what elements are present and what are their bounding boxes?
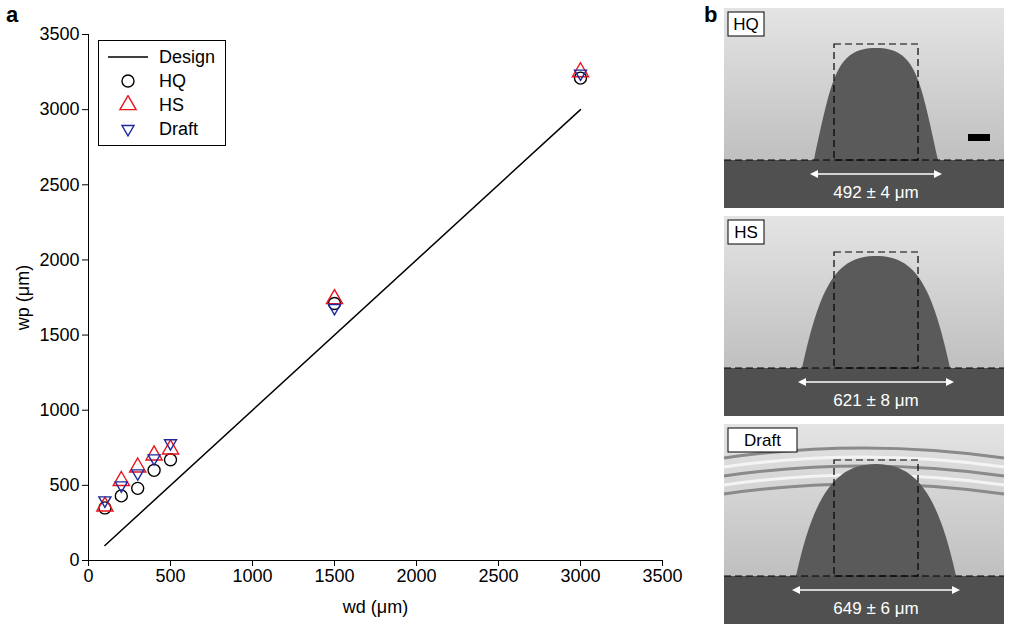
svg-text:0: 0 [83, 566, 93, 586]
svg-text:621 ± 8 μm: 621 ± 8 μm [833, 391, 918, 410]
svg-text:HQ: HQ [733, 15, 759, 34]
html-text:HS: HS [159, 94, 184, 115]
svg-text:500: 500 [155, 566, 185, 586]
svg-text:1000: 1000 [232, 566, 272, 586]
svg-text:3500: 3500 [642, 566, 682, 586]
html-text:Draft: Draft [159, 118, 198, 139]
svg-text:wp (μm): wp (μm) [13, 265, 33, 331]
svg-text:0: 0 [69, 550, 79, 570]
svg-text:2500: 2500 [478, 566, 518, 586]
svg-text:b: b [704, 2, 717, 27]
svg-text:3500: 3500 [39, 24, 79, 44]
svg-text:HS: HS [734, 223, 758, 242]
svg-text:3000: 3000 [560, 566, 600, 586]
svg-text:1000: 1000 [39, 400, 79, 420]
html-text:HQ: HQ [159, 70, 186, 91]
svg-text:492 ± 4 μm: 492 ± 4 μm [833, 183, 918, 202]
svg-text:2000: 2000 [396, 566, 436, 586]
html-text:Design: Design [159, 46, 215, 67]
svg-text:3000: 3000 [39, 99, 79, 119]
svg-text:wd (μm): wd (μm) [342, 597, 408, 617]
svg-text:649 ± 6 μm: 649 ± 6 μm [833, 599, 918, 618]
svg-text:Draft: Draft [744, 431, 781, 450]
svg-text:1500: 1500 [314, 566, 354, 586]
svg-text:2000: 2000 [39, 250, 79, 270]
html-text:a: a [6, 2, 19, 27]
svg-text:1500: 1500 [39, 325, 79, 345]
svg-text:500: 500 [49, 475, 79, 495]
svg-text:2500: 2500 [39, 175, 79, 195]
